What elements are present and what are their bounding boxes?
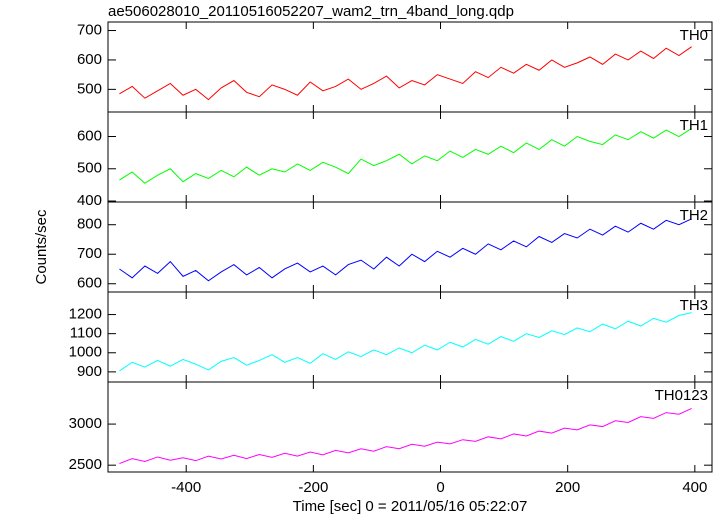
y-tick-label: 2500 bbox=[69, 456, 102, 473]
x-tick-label: -200 bbox=[298, 479, 328, 496]
panel-frame bbox=[107, 201, 713, 293]
x-tick-label: 400 bbox=[682, 479, 707, 496]
panel-label: TH2 bbox=[680, 207, 708, 224]
y-tick-label: 1200 bbox=[69, 306, 102, 323]
y-tick-label: 1100 bbox=[70, 325, 102, 342]
x-tick-label: -400 bbox=[171, 479, 201, 496]
data-line bbox=[119, 128, 692, 184]
panel-frame bbox=[107, 21, 713, 113]
data-line bbox=[119, 218, 692, 282]
y-tick-label: 800 bbox=[77, 216, 102, 233]
x-tick-label: 200 bbox=[555, 479, 580, 496]
panel-label: TH3 bbox=[680, 297, 708, 314]
y-tick-label: 700 bbox=[77, 21, 102, 38]
y-tick-label: 500 bbox=[77, 160, 102, 177]
data-line bbox=[119, 312, 692, 372]
chart-title: ae506028010_20110516052207_wam2_trn_4ban… bbox=[108, 3, 514, 20]
data-line bbox=[119, 408, 692, 464]
y-tick-label: 500 bbox=[77, 80, 102, 97]
panel-label: TH1 bbox=[680, 117, 708, 134]
x-axis-label: Time [sec] 0 = 2011/05/16 05:22:07 bbox=[293, 498, 528, 515]
panel-label: TH0123 bbox=[655, 387, 708, 404]
panel-frame bbox=[107, 381, 713, 473]
panel-label: TH0 bbox=[680, 27, 708, 44]
y-tick-label: 700 bbox=[77, 245, 102, 262]
y-axis-label: Counts/sec bbox=[33, 209, 50, 285]
x-tick-label: 0 bbox=[436, 479, 444, 496]
panel-frame bbox=[107, 111, 713, 203]
y-tick-label: 3000 bbox=[69, 415, 102, 432]
y-tick-label: 1000 bbox=[69, 344, 102, 361]
data-line bbox=[119, 46, 692, 101]
y-tick-label: 600 bbox=[77, 275, 102, 292]
y-tick-label: 900 bbox=[77, 363, 102, 380]
y-tick-label: 600 bbox=[77, 51, 102, 68]
y-tick-label: 400 bbox=[77, 192, 102, 209]
y-tick-label: 600 bbox=[77, 127, 102, 144]
panel-frame bbox=[107, 291, 713, 383]
